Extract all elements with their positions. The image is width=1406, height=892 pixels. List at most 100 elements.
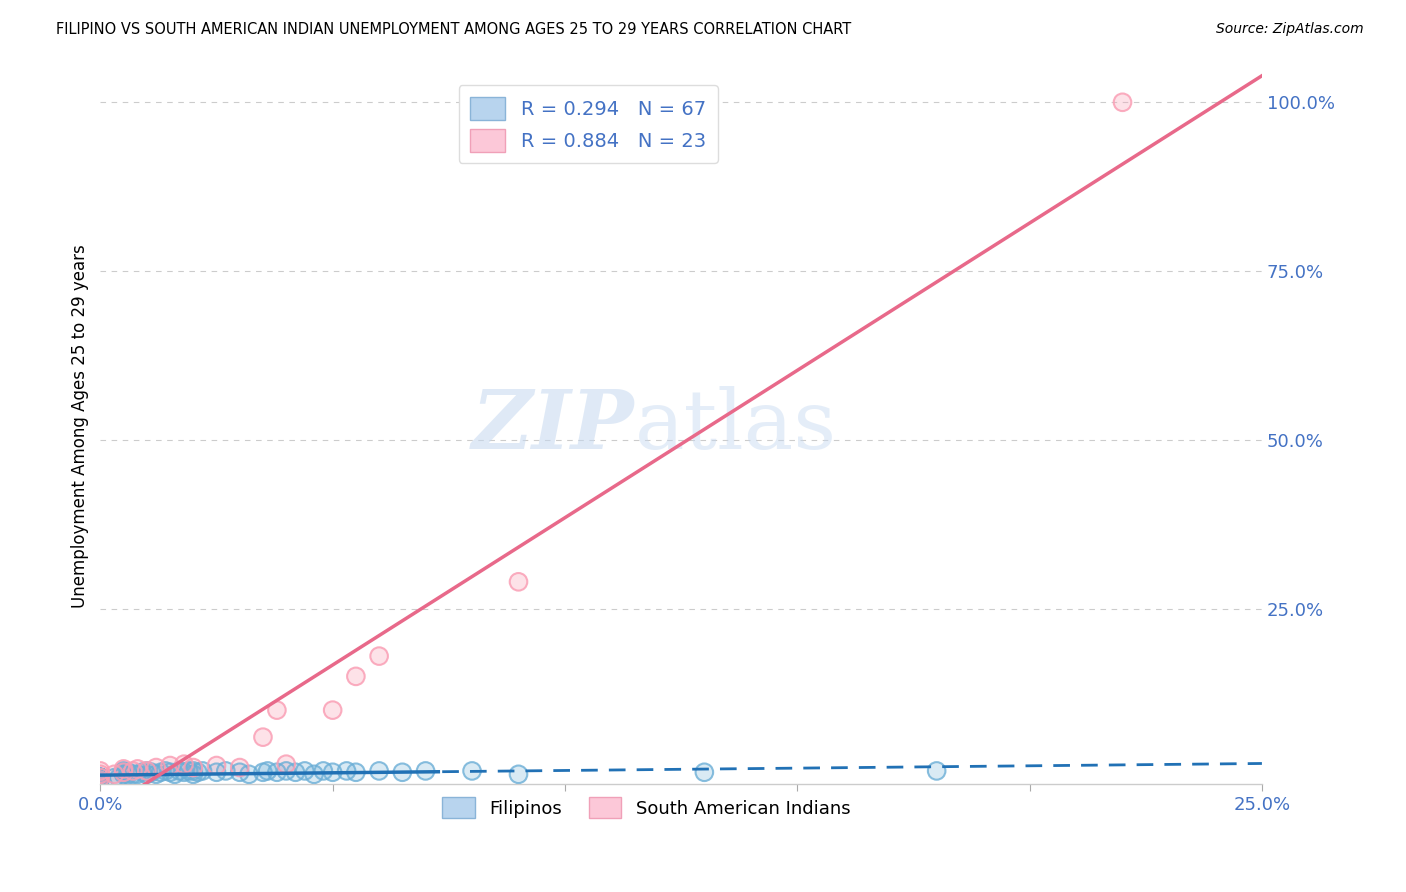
Point (229, 760, 252, 774)
Point (322, 703, 344, 717)
Point (322, 703, 344, 717)
Point (141, 765, 163, 780)
Point (508, 574, 530, 589)
Point (159, 765, 181, 780)
Point (135, 764, 157, 778)
Text: FILIPINO VS SOUTH AMERICAN INDIAN UNEMPLOYMENT AMONG AGES 25 TO 29 YEARS CORRELA: FILIPINO VS SOUTH AMERICAN INDIAN UNEMPL… (56, 22, 852, 37)
Point (284, 765, 307, 780)
Point (181, 764, 204, 778)
Point (322, 765, 344, 780)
Point (252, 730, 274, 744)
Point (187, 765, 209, 780)
Point (112, 762, 135, 776)
Point (112, 765, 135, 780)
Text: ZIP: ZIP (472, 386, 634, 467)
Point (215, 764, 238, 778)
Point (173, 757, 195, 772)
Point (508, 767, 530, 781)
Point (276, 757, 298, 772)
Point (112, 764, 135, 778)
Point (368, 649, 391, 664)
Point (336, 764, 359, 778)
Point (149, 765, 172, 780)
Point (177, 764, 200, 778)
Point (135, 764, 157, 778)
Point (89, 771, 111, 785)
Point (312, 764, 335, 778)
Point (89, 771, 111, 785)
Point (256, 764, 278, 778)
Point (89, 771, 111, 785)
Point (191, 764, 214, 778)
Point (89, 767, 111, 781)
Point (135, 764, 157, 778)
Point (276, 757, 298, 772)
Point (89, 771, 111, 785)
Point (89, 771, 111, 785)
Point (159, 758, 181, 772)
Point (117, 765, 139, 780)
Point (322, 765, 344, 780)
Point (149, 765, 172, 780)
Point (159, 758, 181, 772)
Point (302, 767, 325, 781)
Point (89, 771, 111, 785)
Point (368, 764, 391, 778)
Point (89, 771, 111, 785)
Point (103, 767, 125, 781)
Point (181, 767, 204, 781)
Point (89, 771, 111, 785)
Point (89, 771, 111, 785)
Point (89, 771, 111, 785)
Point (302, 767, 325, 781)
Point (145, 760, 167, 774)
Point (103, 771, 125, 785)
Point (925, 764, 948, 778)
Point (108, 771, 131, 785)
Point (205, 765, 228, 780)
Point (145, 767, 167, 781)
Legend: Filipinos, South American Indians: Filipinos, South American Indians (434, 790, 858, 825)
Point (181, 760, 204, 774)
Point (693, 765, 716, 780)
Point (122, 767, 145, 781)
Point (89, 764, 111, 778)
Point (229, 765, 252, 780)
Point (461, 764, 484, 778)
Point (122, 764, 145, 778)
Point (131, 765, 153, 780)
Point (112, 765, 135, 780)
Point (336, 764, 359, 778)
Point (89, 771, 111, 785)
Point (89, 771, 111, 785)
Point (173, 765, 195, 780)
Point (89, 764, 111, 778)
Point (252, 765, 274, 780)
Point (89, 771, 111, 785)
Point (266, 703, 288, 717)
Point (89, 771, 111, 785)
Point (89, 767, 111, 781)
Point (135, 767, 157, 781)
Point (173, 765, 195, 780)
Point (181, 767, 204, 781)
Point (145, 760, 167, 774)
Point (344, 765, 367, 780)
Point (89, 771, 111, 785)
Point (508, 574, 530, 589)
Point (117, 765, 139, 780)
Point (89, 771, 111, 785)
Point (266, 765, 288, 780)
Point (312, 764, 335, 778)
Point (173, 757, 195, 772)
Y-axis label: Unemployment Among Ages 25 to 29 years: Unemployment Among Ages 25 to 29 years (72, 244, 89, 608)
Point (89, 771, 111, 785)
Point (181, 760, 204, 774)
Point (89, 771, 111, 785)
Point (127, 762, 149, 776)
Point (135, 767, 157, 781)
Point (238, 767, 260, 781)
Point (127, 767, 149, 781)
Point (135, 764, 157, 778)
Point (103, 771, 125, 785)
